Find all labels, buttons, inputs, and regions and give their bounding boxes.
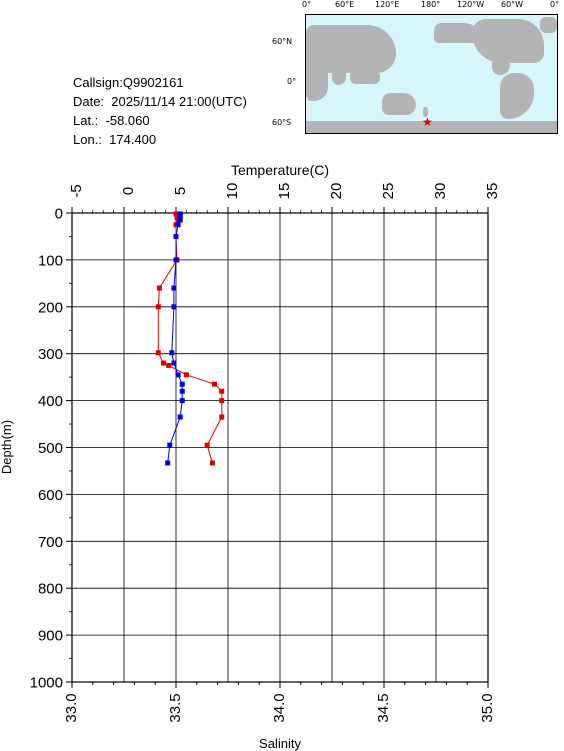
map-lon-label-3: 180°	[421, 0, 441, 9]
salinity-tick-label: 34.0	[271, 693, 288, 722]
map-land-india	[332, 67, 346, 85]
map-lat-label-1: 0°	[287, 77, 297, 86]
temperature-tick-label: 20	[328, 183, 345, 200]
temperature-data-point	[183, 372, 189, 378]
salinity-data-point	[165, 460, 171, 466]
map-land-antarctica	[306, 121, 557, 133]
callsign-text: Callsign:Q9902161	[73, 75, 184, 90]
temperature-data-point	[166, 362, 172, 368]
depth-tick-label: 400	[38, 393, 63, 410]
depth-tick-label: 700	[38, 534, 63, 551]
depth-axis-title: Depth(m)	[0, 420, 14, 474]
salinity-data-point	[173, 257, 179, 263]
plot-grid	[71, 212, 489, 683]
map-lon-label-6: 0°	[550, 0, 560, 9]
date-text: Date: 2025/11/14 21:00(UTC)	[73, 94, 247, 109]
salinity-tick-label: 33.0	[63, 693, 80, 722]
temperature-tick-label: 10	[224, 183, 241, 200]
depth-tick-label: 100	[38, 252, 63, 269]
temperature-tick-label: -5	[68, 184, 85, 197]
map-lon-label-2: 120°E	[375, 0, 400, 9]
depth-tick-label: 800	[38, 581, 63, 598]
salinity-data-point	[171, 285, 177, 291]
depth-tick-labels: 0 100 200 300 400 500 600 700 800 900 1000	[30, 206, 63, 692]
salinity-data-point	[175, 372, 181, 378]
map-land-africa	[306, 61, 328, 101]
depth-tick-label: 1000	[30, 675, 63, 692]
temperature-data-point	[219, 414, 225, 420]
map-land-greenland	[540, 17, 557, 33]
temperature-data-point	[204, 442, 210, 448]
salinity-data-point	[179, 388, 185, 394]
map-axis-labels: 0° 60°E 120°E 180° 120°W 60°W 0° 60°N 0°…	[0, 0, 564, 140]
map-lon-label-4: 120°W	[457, 0, 485, 9]
salinity-data-point	[173, 233, 179, 239]
depth-tick-label: 300	[38, 346, 63, 363]
temperature-tick-label: 30	[432, 183, 449, 200]
temperature-data-point	[156, 285, 162, 291]
salinity-data-point	[175, 222, 181, 228]
salinity-axis-title: Salinity	[259, 736, 301, 751]
temperature-profile-line	[157, 213, 223, 464]
temperature-tick-labels: -5 0 5 10 15 20 25 30 35	[68, 183, 501, 200]
map-land-australia	[382, 93, 416, 115]
temperature-data-point	[219, 388, 225, 394]
salinity-data-point	[169, 350, 175, 356]
salinity-data-point	[179, 398, 185, 404]
plot-frame	[71, 212, 489, 683]
map-land-centralamerica	[492, 61, 510, 75]
salinity-data-point	[177, 217, 183, 223]
salinity-tick-label: 33.5	[167, 693, 184, 722]
map-lon-label-0: 0°	[302, 0, 312, 9]
salinity-data-point	[179, 381, 185, 387]
map-lon-label-1: 60°E	[335, 0, 355, 9]
temperature-tick-label: 5	[172, 187, 189, 195]
salinity-data-point	[177, 414, 183, 420]
salinity-data-point	[171, 360, 177, 366]
map-land-northamerica	[472, 19, 544, 63]
temperature-data-point	[209, 460, 215, 466]
salinity-tick-label: 34.5	[375, 693, 392, 722]
temperature-data-point	[155, 350, 161, 356]
map-land-seasia	[350, 70, 380, 84]
salinity-tick-label: 35.0	[479, 693, 496, 722]
temperature-data-point	[155, 304, 161, 310]
depth-tick-label: 600	[38, 487, 63, 504]
temperature-tick-label: 0	[120, 187, 137, 195]
salinity-profile-line	[167, 213, 183, 464]
salinity-data-point	[167, 442, 173, 448]
map-land-alaska	[434, 23, 480, 43]
longitude-text: Lon.: 174.400	[73, 132, 157, 147]
salinity-tick-labels: 33.0 33.5 34.0 34.5 35.0	[63, 693, 496, 722]
data-series	[155, 211, 225, 466]
temperature-tick-label: 25	[380, 183, 397, 200]
depth-tick-label: 200	[38, 299, 63, 316]
depth-tick-label: 0	[55, 206, 63, 223]
salinity-data-point	[171, 304, 177, 310]
temperature-data-point	[211, 381, 217, 387]
temperature-tick-label: 15	[276, 183, 293, 200]
station-info: Callsign:Q9902161 Date: 2025/11/14 21:00…	[73, 73, 247, 149]
location-map	[305, 14, 558, 134]
temperature-data-point	[219, 398, 225, 404]
temperature-axis-title: Temperature(C)	[231, 162, 329, 178]
map-land-newzealand	[423, 107, 428, 117]
map-lat-label-2: 60°S	[272, 118, 292, 127]
star-icon: ★	[422, 115, 433, 129]
depth-tick-label: 500	[38, 440, 63, 457]
temperature-data-point	[161, 360, 167, 366]
temperature-tick-label: 35	[484, 183, 501, 200]
map-lon-label-5: 60°W	[501, 0, 524, 9]
latitude-text: Lat.: -58.060	[73, 113, 150, 128]
map-lat-label-0: 60°N	[272, 37, 293, 46]
depth-tick-label: 900	[38, 628, 63, 645]
